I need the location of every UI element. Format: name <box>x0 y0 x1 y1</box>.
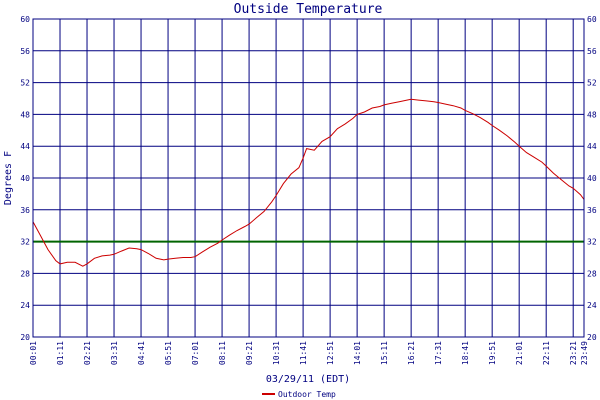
y-axis-label: Degrees F <box>3 151 14 205</box>
x-tick-label-18: 21:01 <box>515 341 524 365</box>
y-tick-right-56: 56 <box>587 47 597 56</box>
x-tick-label-12: 14:01 <box>353 341 362 365</box>
x-tick-label-17: 19:51 <box>488 341 497 365</box>
y-tick-left-40: 40 <box>20 174 30 183</box>
y-tick-right-28: 28 <box>587 269 597 278</box>
x-tick-label-11: 12:51 <box>326 341 335 365</box>
y-tick-labels-right: 20 24 28 32 36 40 44 48 52 56 60 <box>587 15 597 342</box>
plot-frame <box>32 18 585 338</box>
x-tick-label-8: 09:21 <box>245 341 254 365</box>
y-tick-right-44: 44 <box>587 142 597 151</box>
x-tick-label-16: 18:41 <box>461 341 470 365</box>
x-tick-label-3: 03:31 <box>110 341 119 365</box>
y-tick-left-24: 24 <box>20 301 30 310</box>
x-tick-label-13: 15:11 <box>380 341 389 365</box>
y-tick-labels-left: 20 24 28 32 36 40 44 48 52 56 60 <box>20 15 30 342</box>
y-tick-left-60: 60 <box>20 15 30 24</box>
x-tick-label-14: 16:21 <box>407 341 416 365</box>
y-tick-left-52: 52 <box>20 79 30 88</box>
x-tick-label-7: 08:11 <box>218 341 227 365</box>
x-tick-label-19: 22:11 <box>542 341 551 365</box>
y-tick-left-48: 48 <box>20 110 30 119</box>
chart-title: Outside Temperature <box>234 2 383 17</box>
y-tick-left-36: 36 <box>20 206 30 215</box>
x-tick-label-0: 00:01 <box>29 341 38 365</box>
y-tick-right-48: 48 <box>587 110 597 119</box>
x-tick-label-21: 23:49 <box>580 341 589 365</box>
series-line-0 <box>32 98 585 267</box>
y-tick-left-32: 32 <box>20 238 30 247</box>
y-tick-right-20: 20 <box>587 333 597 342</box>
x-tick-label-6: 07:01 <box>191 341 200 365</box>
y-tick-left-44: 44 <box>20 142 30 151</box>
x-tick-label-2: 02:21 <box>83 341 92 365</box>
y-tick-left-20: 20 <box>20 333 30 342</box>
y-tick-right-32: 32 <box>587 238 597 247</box>
y-tick-left-56: 56 <box>20 47 30 56</box>
x-tick-label-20: 23:21 <box>569 341 578 365</box>
x-tick-label-9: 10:31 <box>272 341 281 365</box>
grid-lines <box>32 18 585 338</box>
series-layer <box>32 98 585 267</box>
x-tick-label-10: 11:41 <box>299 341 308 365</box>
y-tick-right-40: 40 <box>587 174 597 183</box>
x-tick-label-15: 17:31 <box>434 341 443 365</box>
y-tick-left-28: 28 <box>20 269 30 278</box>
x-tick-label-4: 04:41 <box>137 341 146 365</box>
x-tick-labels: 00:01 01:11 02:21 03:31 04:41 05:51 07:01 08:11… <box>29 341 589 365</box>
y-tick-right-60: 60 <box>587 15 597 24</box>
x-axis-label: 03/29/11 (EDT) <box>266 374 350 385</box>
y-tick-right-52: 52 <box>587 79 597 88</box>
x-tick-label-1: 01:11 <box>56 341 65 365</box>
y-tick-right-36: 36 <box>587 206 597 215</box>
x-tick-label-5: 05:51 <box>164 341 173 365</box>
legend-label-outdoor-temp: Outdoor Temp <box>278 390 336 399</box>
legend: Outdoor Temp <box>262 390 336 399</box>
y-tick-right-24: 24 <box>587 301 597 310</box>
